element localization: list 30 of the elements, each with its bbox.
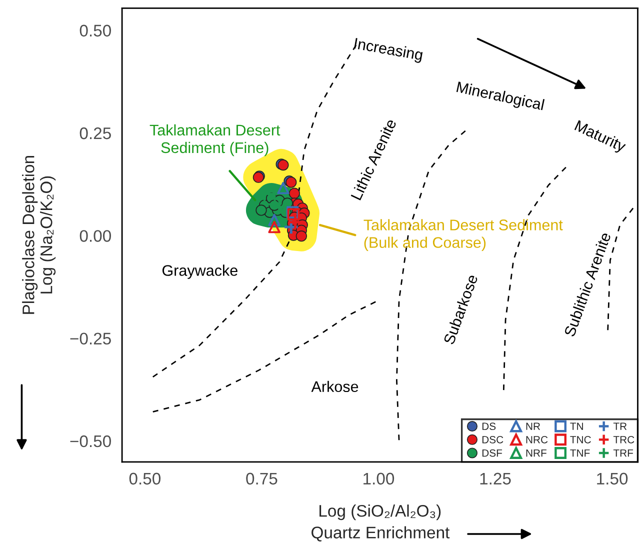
x-tick-label: 0.50 <box>129 472 161 485</box>
legend-label: TN <box>570 422 583 430</box>
legend-label: TNF <box>570 449 590 457</box>
x-tick-label: 1.50 <box>597 472 628 485</box>
legend-label: DSF <box>482 449 502 457</box>
legend-label: DSC <box>482 436 504 444</box>
legend-label: NR <box>526 422 540 430</box>
legend-label: TRC <box>613 436 634 444</box>
annotation: Increasing <box>354 38 424 64</box>
x-tick-label: 1.25 <box>480 472 511 485</box>
annotation: Graywacke <box>162 264 238 279</box>
annotation: Taklamakan Desert Sediment (Bulk and Coarse) <box>364 219 563 251</box>
legend-label: TNC <box>570 436 591 444</box>
x-tick-label: 1.00 <box>364 472 394 485</box>
legend-label: NRF <box>526 449 546 457</box>
y-tick-label: −0.25 <box>70 332 111 345</box>
annotation: Arkose <box>311 380 358 392</box>
legend-label: TR <box>613 422 627 430</box>
y-axis-title: Plagioclase Depletion Log (Na₂O/K₂O) <box>22 156 56 314</box>
y-tick-label: 0.50 <box>80 24 111 37</box>
legend-label: NRC <box>526 436 548 444</box>
y-tick-label: 0.25 <box>80 127 111 140</box>
legend-label: TRF <box>613 449 634 457</box>
x-tick-label: 0.75 <box>246 472 278 485</box>
annotation: Taklamakan Desert Sediment (Fine) <box>150 124 280 156</box>
y-tick-label: −0.50 <box>70 435 111 448</box>
text: Quartz Enrichment <box>312 526 450 542</box>
legend-label: DS <box>482 422 496 430</box>
x-axis-title: Log (SiO₂/Al₂O₃) <box>320 504 441 520</box>
y-tick-label: 0.00 <box>80 230 111 242</box>
